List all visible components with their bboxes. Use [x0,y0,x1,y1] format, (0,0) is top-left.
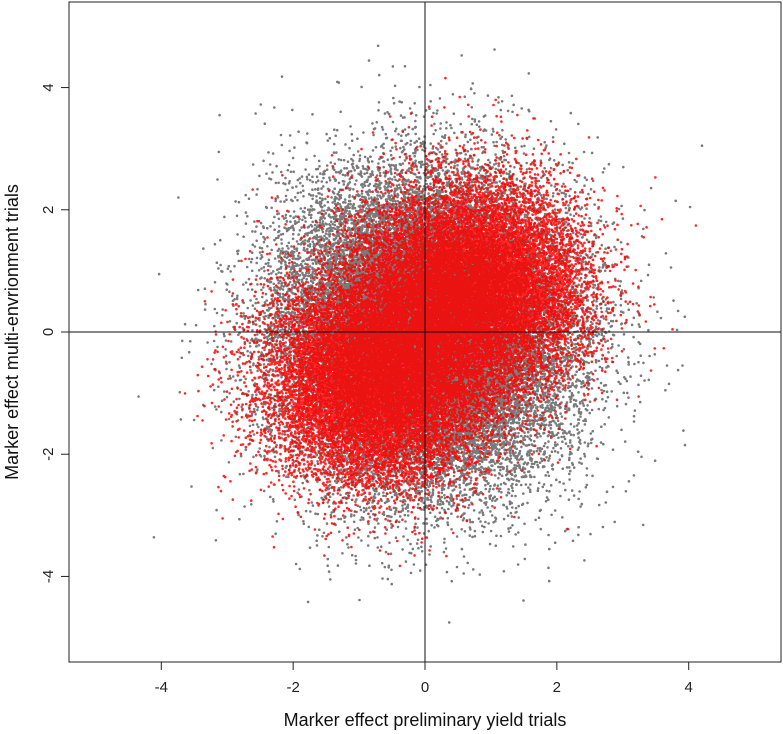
y-axis: -4 -2 0 2 4 [40,83,69,583]
reference-lines [69,2,781,662]
x-axis: -4 -2 0 2 4 [155,662,693,696]
y-tick-label: 2 [40,206,57,214]
x-tick-label: 0 [421,679,429,696]
x-tick-label: -4 [155,679,168,696]
series-2-points [183,76,698,568]
y-tick-label: 0 [40,328,57,336]
x-tick-label: 4 [685,679,693,696]
x-tick-label: 2 [553,679,561,696]
y-tick-label: -4 [40,570,57,583]
y-tick-label: 4 [40,83,57,91]
y-axis-title: Marker effect multi-envrionment trials [2,184,22,480]
series-2 [183,76,698,568]
x-axis-title: Marker effect preliminary yield trials [284,710,567,730]
x-tick-label: -2 [286,679,299,696]
y-tick-label: -2 [40,448,57,461]
points-layer [137,44,704,624]
